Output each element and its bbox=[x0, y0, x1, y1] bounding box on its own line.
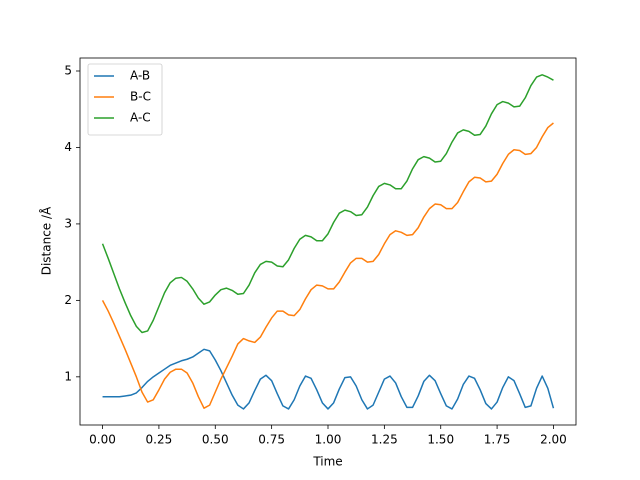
x-tick-label: 1.50 bbox=[427, 433, 454, 447]
x-tick-label: 1.25 bbox=[371, 433, 398, 447]
x-tick-label: 0.75 bbox=[258, 433, 285, 447]
y-axis-label: Distance /Å bbox=[39, 206, 54, 275]
legend-label: A-C bbox=[130, 111, 151, 125]
legend-label: A-B bbox=[130, 69, 150, 83]
x-tick-label: 1.00 bbox=[315, 433, 342, 447]
y-tick-label: 3 bbox=[64, 216, 72, 230]
line-series bbox=[102, 348, 555, 410]
x-tick-label: 0.50 bbox=[202, 433, 229, 447]
legend-label: B-C bbox=[130, 90, 151, 104]
y-tick-label: 1 bbox=[64, 369, 72, 383]
y-tick-label: 5 bbox=[64, 63, 72, 77]
x-tick-label: 1.75 bbox=[484, 433, 511, 447]
x-tick-label: 2.00 bbox=[540, 433, 567, 447]
x-axis-label: Time bbox=[312, 455, 342, 469]
x-tick-label: 0.00 bbox=[89, 433, 116, 447]
y-tick-label: 2 bbox=[64, 293, 72, 307]
line-series bbox=[101, 122, 554, 409]
y-tick-label: 4 bbox=[64, 140, 72, 154]
x-tick-label: 0.25 bbox=[146, 433, 173, 447]
axes-frame bbox=[79, 57, 577, 426]
line-series bbox=[101, 74, 554, 334]
